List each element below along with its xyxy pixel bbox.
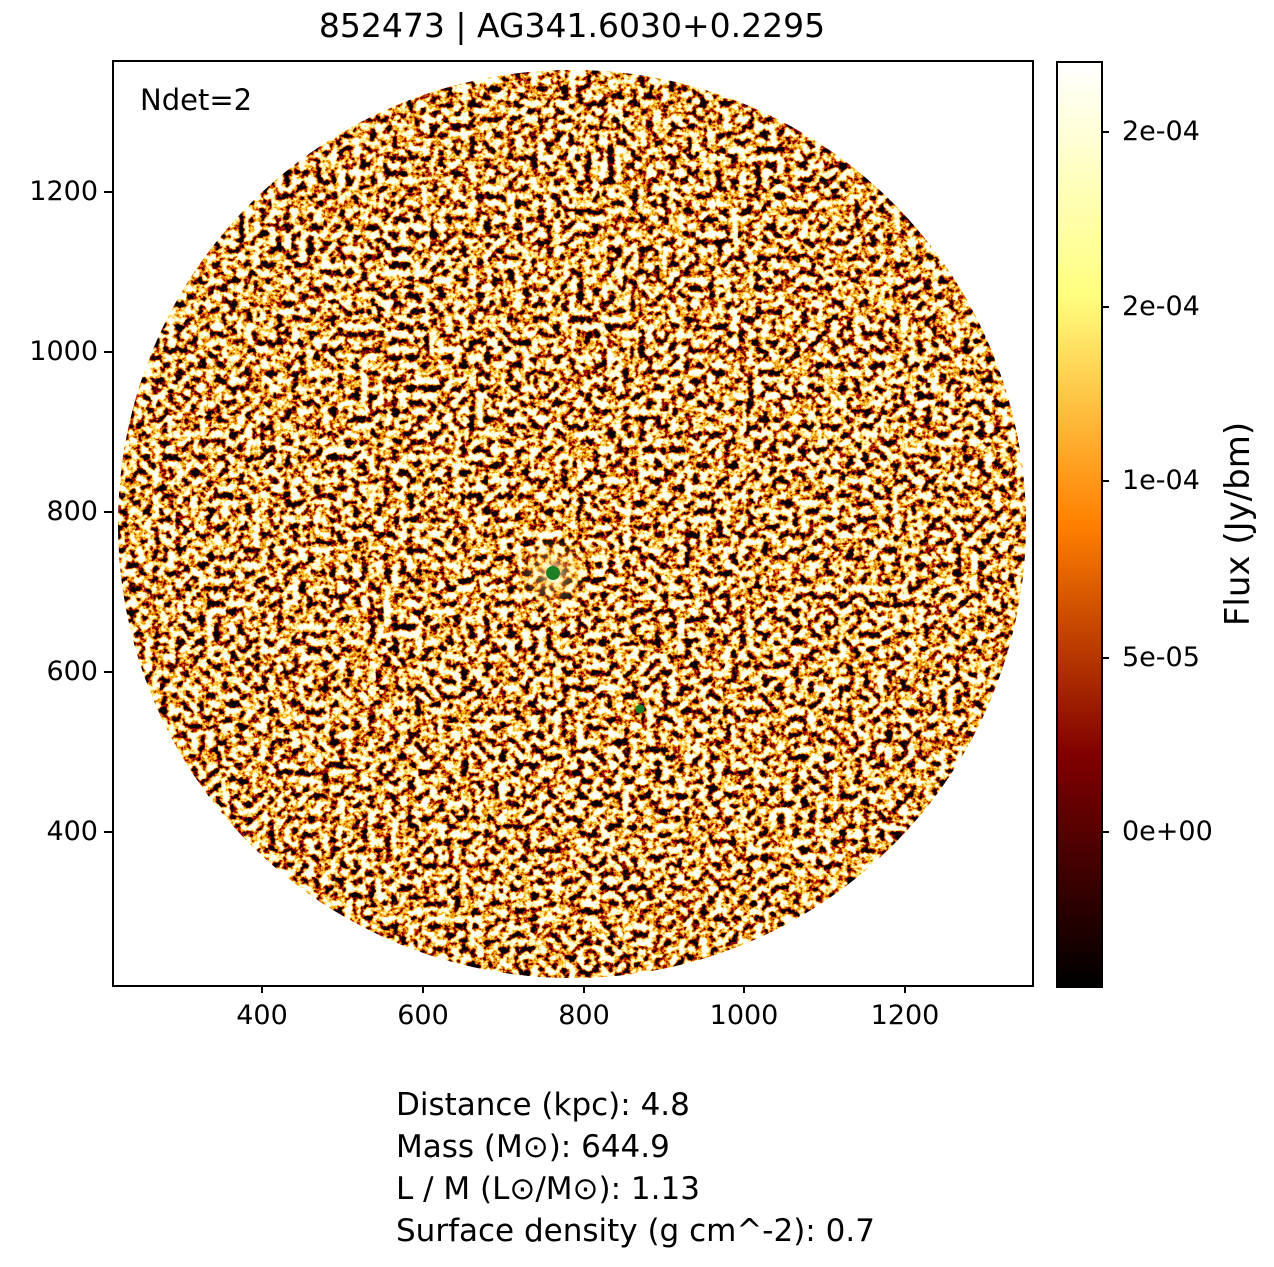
y-axis-tick-label: 400 xyxy=(46,816,98,847)
colorbar-tick-label: 0e+00 xyxy=(1122,816,1213,847)
x-axis-tick-label: 400 xyxy=(236,1000,288,1031)
y-axis-tick-mark xyxy=(104,511,112,513)
figure-title: 852473 | AG341.6030+0.2295 xyxy=(318,6,826,45)
stats-block: Distance (kpc): 4.8 Mass (M⊙): 644.9 L /… xyxy=(396,1084,875,1252)
x-axis-tick-mark xyxy=(422,985,424,993)
colorbar-gradient xyxy=(1056,61,1103,988)
colorbar-tick-label: 5e-05 xyxy=(1122,642,1200,673)
x-axis-tick-label: 800 xyxy=(558,1000,610,1031)
colorbar-axis-label: Flux (Jy/bm) xyxy=(1218,421,1258,627)
x-axis-tick-mark xyxy=(261,985,263,993)
ndet-annotation: Ndet=2 xyxy=(140,83,253,117)
colorbar-tick-mark xyxy=(1101,480,1109,482)
stats-line-surface-density: Surface density (g cm^-2): 0.7 xyxy=(396,1213,875,1249)
y-axis-tick-mark xyxy=(104,671,112,673)
x-axis-tick-mark xyxy=(743,985,745,993)
x-axis-tick-label: 600 xyxy=(397,1000,449,1031)
x-axis-tick-label: 1200 xyxy=(870,1000,940,1031)
flux-map-image xyxy=(118,70,1026,978)
detection-marker-primary xyxy=(546,566,560,580)
x-axis-tick-mark xyxy=(583,985,585,993)
colorbar-tick-label: 1e-04 xyxy=(1122,465,1200,496)
y-axis-tick-label: 600 xyxy=(46,656,98,687)
y-axis-tick-mark xyxy=(104,831,112,833)
detection-marker-secondary xyxy=(635,704,645,714)
colorbar-tick-label: 2e-04 xyxy=(1122,291,1200,322)
stats-line-l-over-m: L / M (L⊙/M⊙): 1.13 xyxy=(396,1171,700,1207)
stats-line-distance: Distance (kpc): 4.8 xyxy=(396,1087,690,1123)
colorbar-tick-mark xyxy=(1101,657,1109,659)
y-axis-tick-mark xyxy=(104,351,112,353)
plot-area xyxy=(112,60,1034,987)
y-axis-tick-label: 800 xyxy=(46,496,98,527)
x-axis-tick-mark xyxy=(904,985,906,993)
colorbar-tick-mark xyxy=(1101,306,1109,308)
field-of-view-circle xyxy=(118,70,1026,978)
y-axis-tick-label: 1000 xyxy=(29,336,98,367)
x-axis-tick-label: 1000 xyxy=(709,1000,779,1031)
colorbar-tick-label: 2e-04 xyxy=(1122,116,1200,147)
y-axis-tick-mark xyxy=(104,191,112,193)
colorbar-tick-mark xyxy=(1101,831,1109,833)
y-axis-tick-label: 1200 xyxy=(29,176,98,207)
colorbar-tick-mark xyxy=(1101,131,1109,133)
stats-line-mass: Mass (M⊙): 644.9 xyxy=(396,1129,670,1165)
